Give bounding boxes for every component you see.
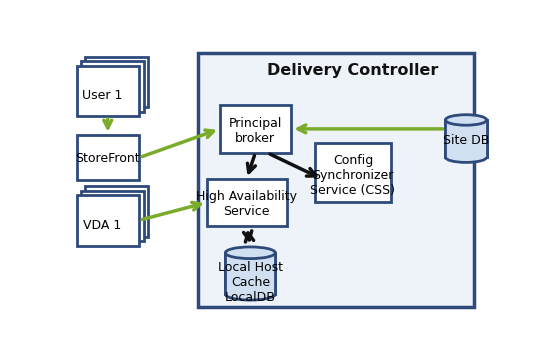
Bar xyxy=(81,61,144,112)
Ellipse shape xyxy=(225,247,276,259)
Bar xyxy=(85,57,148,107)
Bar xyxy=(198,53,474,307)
Bar xyxy=(77,65,139,116)
Text: User 1: User 1 xyxy=(82,89,123,102)
Bar xyxy=(225,253,276,294)
Bar xyxy=(225,253,276,294)
Text: Delivery Controller: Delivery Controller xyxy=(268,63,439,78)
Ellipse shape xyxy=(445,152,487,162)
Text: Local Host
Cache
LocalDB: Local Host Cache LocalDB xyxy=(218,261,283,304)
Text: VDA 1: VDA 1 xyxy=(83,219,122,232)
Text: Config
Synchronizer
Service (CSS): Config Synchronizer Service (CSS) xyxy=(310,154,395,197)
Bar xyxy=(85,187,148,237)
Ellipse shape xyxy=(225,289,276,300)
Text: StoreFront: StoreFront xyxy=(76,152,140,165)
Bar xyxy=(81,191,144,241)
Bar xyxy=(445,120,487,157)
Text: Principal
broker: Principal broker xyxy=(228,117,282,145)
Bar xyxy=(207,179,287,227)
Bar xyxy=(315,143,391,202)
Ellipse shape xyxy=(445,115,487,125)
Bar xyxy=(77,195,139,246)
Bar xyxy=(77,135,139,180)
Bar xyxy=(445,120,487,157)
Text: Site DB: Site DB xyxy=(442,134,489,147)
Bar xyxy=(220,105,291,153)
Text: High Availability
Service: High Availability Service xyxy=(196,190,297,218)
